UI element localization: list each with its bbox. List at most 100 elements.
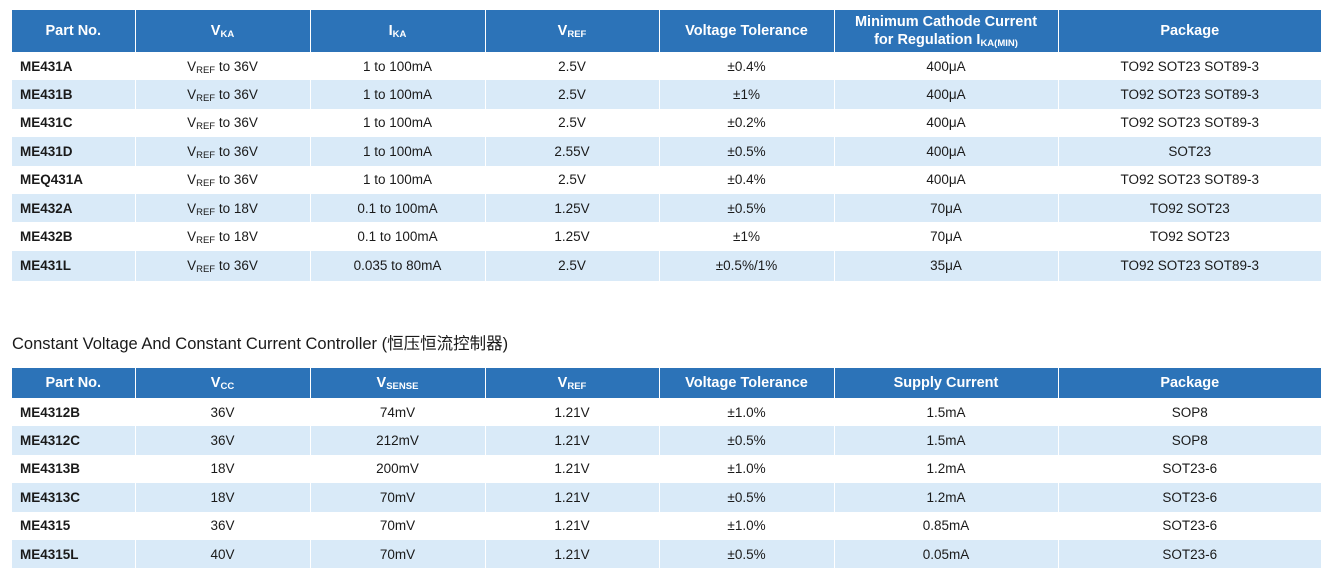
cell-min-cathode-current: 400μA — [833, 108, 1058, 138]
cell-part-no: ME432A — [12, 193, 135, 223]
table-row: ME4315L 40V 70mV 1.21V ±0.5% 0.05mA SOT23-6 — [12, 539, 1321, 569]
col-header-part-no: Part No. — [12, 10, 135, 52]
cell-vref: 2.5V — [484, 165, 659, 194]
cell-part-no: ME4315L — [12, 539, 135, 569]
table-row: ME431C VREF to 36V 1 to 100mA 2.5V ±0.2% 400μ… — [12, 108, 1321, 138]
cell-supply-current: 1.2mA — [833, 483, 1058, 512]
cell-vref: 1.21V — [484, 426, 659, 455]
cell-supply-current: 1.5mA — [833, 398, 1058, 427]
col-header-vsense: VSENSE — [309, 368, 485, 398]
cell-part-no: ME431B — [12, 80, 135, 109]
cell-voltage-tolerance: ±0.5%/1% — [658, 250, 834, 281]
cell-voltage-tolerance: ±0.4% — [658, 165, 834, 194]
table-row: ME4312C 36V 212mV 1.21V ±0.5% 1.5mA SOP8 — [12, 426, 1321, 455]
cell-voltage-tolerance: ±1.0% — [658, 454, 834, 484]
cell-min-cathode-current: 35μA — [833, 250, 1058, 281]
table-row: ME432B VREF to 18V 0.1 to 100mA 1.25V ±1% 70μ… — [12, 222, 1321, 251]
cell-vka: VREF to 36V — [134, 80, 310, 109]
cell-vref: 1.21V — [484, 483, 659, 512]
cell-voltage-tolerance: ±0.5% — [658, 426, 834, 455]
cell-part-no: ME432B — [20, 229, 73, 245]
table-row: ME431L VREF to 36V 0.035 to 80mA 2.5V ±0.5%/… — [12, 250, 1321, 281]
cell-min-cathode-current: 70μA — [833, 193, 1058, 223]
cell-voltage-tolerance: ±1.0% — [658, 511, 834, 540]
cell-voltage-tolerance: ±0.5% — [658, 539, 834, 569]
header-row: Part No. VCC VSENSE VREF Voltage Toleran… — [12, 368, 1321, 398]
col-header-vka: VKA — [134, 10, 310, 52]
cell-vsense: 212mV — [309, 426, 485, 455]
cell-package: SOT23-6 — [1057, 539, 1321, 569]
cell-part-no: ME4312C — [12, 426, 135, 455]
cell-ika: 0.035 to 80mA — [309, 250, 485, 281]
col-header-vref: VREF — [484, 10, 659, 52]
table-row: ME431D VREF to 36V 1 to 100mA 2.55V ±0.5% 400… — [12, 137, 1321, 166]
table-body: ME431A VREF to 36V 1 to 100mA 2.5V ±0.4% 400μ… — [12, 52, 1321, 281]
col-header-supply-current: Supply Current — [833, 368, 1058, 398]
cell-ika: 0.1 to 100mA — [309, 193, 485, 223]
cell-vref: 2.5V — [484, 52, 659, 81]
cell-ika: 1 to 100mA — [309, 165, 485, 194]
shunt-regulator-table: Part No. VKA IKA VREF Voltage Tolerance … — [12, 10, 1321, 281]
cell-vref: 2.55V — [484, 137, 659, 166]
cell-vka: VREF to 18V — [134, 222, 310, 251]
section-title: Constant Voltage And Constant Current Co… — [12, 335, 509, 353]
cell-voltage-tolerance: ±1.0% — [658, 398, 834, 427]
cell-part-no: MEQ431A — [20, 172, 84, 188]
cell-package: TO92 SOT23 — [1057, 193, 1321, 223]
col-header-package: Package — [1057, 10, 1321, 52]
cell-vka: VREF to 36V — [134, 250, 310, 281]
cell-ika: 0.1 to 100mA — [309, 222, 485, 251]
cell-supply-current: 0.85mA — [833, 511, 1058, 540]
header-row: Part No. VKA IKA VREF Voltage Tolerance … — [12, 10, 1321, 52]
cell-vsense: 70mV — [309, 539, 485, 569]
cell-vref: 2.5V — [484, 80, 659, 109]
cell-package: SOT23-6 — [1057, 511, 1321, 540]
cell-vcc: 18V — [134, 483, 310, 512]
cell-min-cathode-current: 70μA — [833, 222, 1058, 251]
cell-vref: 1.21V — [484, 539, 659, 569]
table-row: MEQ431A VREF to 36V 1 to 100mA 2.5V ±0.4% 400… — [12, 165, 1321, 194]
cell-package: TO92 SOT23 SOT89-3 — [1057, 108, 1321, 138]
cell-vcc: 18V — [134, 454, 310, 484]
cell-vref: 1.21V — [484, 454, 659, 484]
cell-vka: VREF to 36V — [134, 165, 310, 194]
cell-voltage-tolerance: ±1% — [658, 80, 834, 109]
cell-vsense: 200mV — [309, 454, 485, 484]
col-header-voltage-tolerance: Voltage Tolerance — [658, 368, 834, 398]
col-header-vref: VREF — [484, 368, 659, 398]
cell-part-no: ME431C — [20, 115, 73, 131]
col-header-voltage-tolerance: Voltage Tolerance — [658, 10, 834, 52]
table-header: Part No. VCC VSENSE VREF Voltage Toleran… — [12, 368, 1321, 398]
cell-min-cathode-current: 400μA — [833, 80, 1058, 109]
cell-package: TO92 SOT23 — [1057, 222, 1321, 251]
col-header-min-cathode-current: Minimum Cathode Current for Regulation IK… — [833, 10, 1058, 52]
cell-voltage-tolerance: ±0.2% — [658, 108, 834, 138]
cell-ika: 1 to 100mA — [309, 52, 485, 81]
cell-vref: 2.5V — [484, 108, 659, 138]
cell-vsense: 70mV — [309, 483, 485, 512]
cell-part-no: ME431D — [12, 137, 135, 166]
cell-voltage-tolerance: ±0.5% — [658, 483, 834, 512]
cell-vcc: 36V — [134, 426, 310, 455]
cell-voltage-tolerance: ±1% — [658, 222, 834, 251]
cell-vref: 1.25V — [484, 222, 659, 251]
cell-package: TO92 SOT23 SOT89-3 — [1057, 80, 1321, 109]
cell-voltage-tolerance: ±0.5% — [658, 193, 834, 223]
cell-vref: 1.21V — [484, 511, 659, 540]
cell-supply-current: 1.5mA — [833, 426, 1058, 455]
cell-supply-current: 1.2mA — [833, 454, 1058, 484]
col-header-part-no: Part No. — [12, 368, 135, 398]
cell-part-no: ME4313B — [20, 461, 81, 477]
table-row: ME431A VREF to 36V 1 to 100mA 2.5V ±0.4% 400μ… — [12, 52, 1321, 81]
table-row: ME4312B 36V 74mV 1.21V ±1.0% 1.5mA SOP8 — [12, 398, 1321, 427]
cell-min-cathode-current: 400μA — [833, 137, 1058, 166]
cell-vcc: 36V — [134, 511, 310, 540]
table-row: ME4313C 18V 70mV 1.21V ±0.5% 1.2mA SOT23-6 — [12, 483, 1321, 512]
cell-part-no: ME431A — [20, 58, 73, 74]
cell-ika: 1 to 100mA — [309, 80, 485, 109]
cell-min-cathode-current: 400μA — [833, 52, 1058, 81]
cell-package: TO92 SOT23 SOT89-3 — [1057, 52, 1321, 81]
cell-package: SOT23 — [1057, 137, 1321, 166]
cell-package: TO92 SOT23 SOT89-3 — [1057, 165, 1321, 194]
col-header-package: Package — [1057, 368, 1321, 398]
